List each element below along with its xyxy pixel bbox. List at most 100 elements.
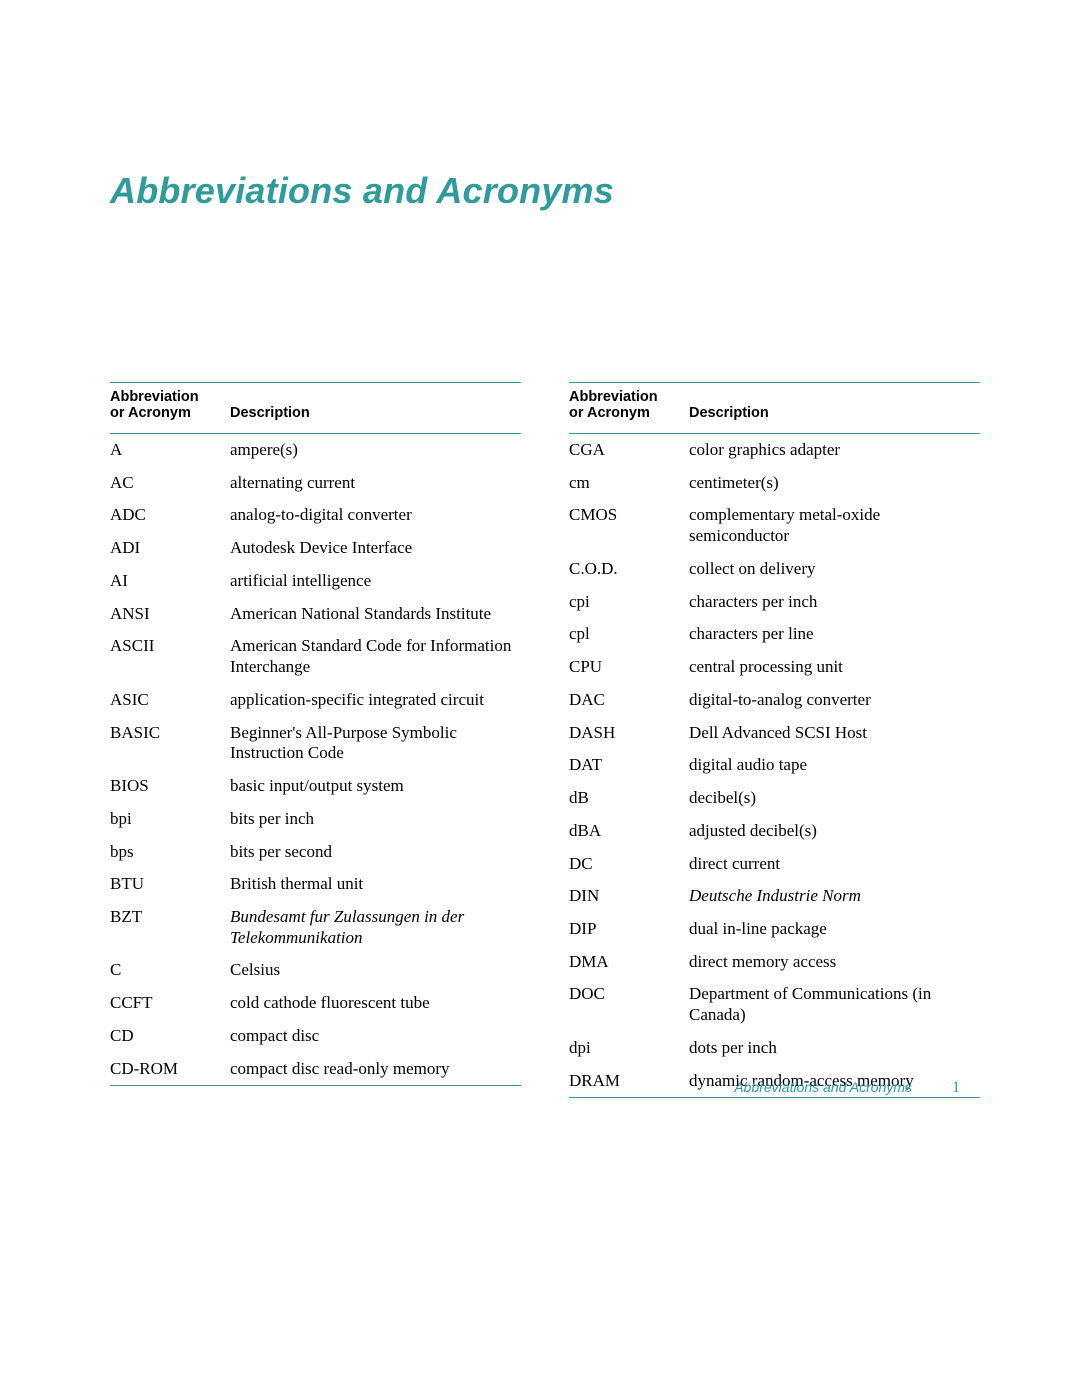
footer-section-label: Abbreviations and Acronyms (734, 1079, 912, 1095)
footer-page-number: 1 (952, 1079, 960, 1097)
desc-cell: color graphics adapter (689, 434, 980, 467)
abbr-cell: AI (110, 565, 230, 598)
table-row: CDcompact disc (110, 1020, 521, 1053)
abbr-cell: BZT (110, 901, 230, 954)
col-header-abbr: Abbreviation or Acronym (569, 383, 689, 434)
table-row: dpidots per inch (569, 1032, 980, 1065)
abbr-cell: dBA (569, 815, 689, 848)
table-row: DATdigital audio tape (569, 749, 980, 782)
abbr-cell: CGA (569, 434, 689, 467)
table-row: cpicharacters per inch (569, 586, 980, 619)
table-row: CCelsius (110, 954, 521, 987)
abbr-cell: cm (569, 467, 689, 500)
desc-cell: artificial intelligence (230, 565, 521, 598)
page-title: Abbreviations and Acronyms (110, 170, 980, 212)
table-row: bpsbits per second (110, 836, 521, 869)
table-row: CGAcolor graphics adapter (569, 434, 980, 467)
table-row: BZTBundesamt fur Zulassungen in der Tele… (110, 901, 521, 954)
desc-cell: Dell Advanced SCSI Host (689, 717, 980, 750)
table-row: DCdirect current (569, 848, 980, 881)
desc-cell: analog-to-digital converter (230, 499, 521, 532)
desc-cell: Bundesamt fur Zulassungen in der Telekom… (230, 901, 521, 954)
desc-cell: characters per line (689, 618, 980, 651)
col-header-desc: Description (230, 383, 521, 434)
table-row: BTUBritish thermal unit (110, 868, 521, 901)
desc-cell: collect on delivery (689, 553, 980, 586)
abbr-cell: ANSI (110, 598, 230, 631)
abbr-cell: DMA (569, 946, 689, 979)
desc-cell: bits per second (230, 836, 521, 869)
table-bottom-rule (569, 1097, 980, 1098)
header-abbr-line1: Abbreviation (110, 389, 199, 405)
abbr-cell: ASIC (110, 684, 230, 717)
abbr-cell: DASH (569, 717, 689, 750)
table-row: DINDeutsche Industrie Norm (569, 880, 980, 913)
page-footer: Abbreviations and Acronyms 1 (734, 1079, 960, 1097)
desc-cell: cold cathode fluorescent tube (230, 987, 521, 1020)
table-row: BIOSbasic input/output system (110, 770, 521, 803)
desc-cell: centimeter(s) (689, 467, 980, 500)
abbr-cell: DRAM (569, 1065, 689, 1098)
desc-cell: decibel(s) (689, 782, 980, 815)
abbrev-table-left: Abbreviation or Acronym Description Aamp… (110, 382, 521, 1086)
table-row: dBdecibel(s) (569, 782, 980, 815)
desc-cell: basic input/output system (230, 770, 521, 803)
abbr-cell: bps (110, 836, 230, 869)
desc-cell: Deutsche Industrie Norm (689, 880, 980, 913)
left-column: Abbreviation or Acronym Description Aamp… (110, 382, 521, 1098)
table-row: CPUcentral processing unit (569, 651, 980, 684)
desc-cell: alternating current (230, 467, 521, 500)
document-page: Abbreviations and Acronyms Abbreviation … (0, 0, 1080, 1397)
desc-cell: application-specific integrated circuit (230, 684, 521, 717)
desc-cell: American National Standards Institute (230, 598, 521, 631)
abbr-cell: ADC (110, 499, 230, 532)
abbr-cell: ASCII (110, 630, 230, 683)
table-row: ANSIAmerican National Standards Institut… (110, 598, 521, 631)
abbr-cell: dpi (569, 1032, 689, 1065)
desc-cell: digital audio tape (689, 749, 980, 782)
abbr-cell: CD (110, 1020, 230, 1053)
table-row: bpibits per inch (110, 803, 521, 836)
table-row: Aampere(s) (110, 434, 521, 467)
abbr-cell: A (110, 434, 230, 467)
abbr-cell: dB (569, 782, 689, 815)
desc-cell: British thermal unit (230, 868, 521, 901)
table-row: ACalternating current (110, 467, 521, 500)
desc-cell: Department of Communications (in Canada) (689, 978, 980, 1031)
table-row: DIPdual in-line package (569, 913, 980, 946)
table-row: ASCIIAmerican Standard Code for Informat… (110, 630, 521, 683)
table-row: CMOScomplementary metal-oxide semiconduc… (569, 499, 980, 552)
desc-cell: ampere(s) (230, 434, 521, 467)
abbr-cell: DOC (569, 978, 689, 1031)
abbr-cell: BTU (110, 868, 230, 901)
desc-cell: direct current (689, 848, 980, 881)
table-row: dBAadjusted decibel(s) (569, 815, 980, 848)
abbr-cell: bpi (110, 803, 230, 836)
abbr-cell: CCFT (110, 987, 230, 1020)
two-column-layout: Abbreviation or Acronym Description Aamp… (110, 382, 980, 1098)
abbr-cell: AC (110, 467, 230, 500)
table-row: DASHDell Advanced SCSI Host (569, 717, 980, 750)
table-row: ADIAutodesk Device Interface (110, 532, 521, 565)
abbr-cell: DAC (569, 684, 689, 717)
table-row: BASICBeginner's All-Purpose Symbolic Ins… (110, 717, 521, 770)
abbr-cell: cpi (569, 586, 689, 619)
abbr-cell: BASIC (110, 717, 230, 770)
table-row: AIartificial intelligence (110, 565, 521, 598)
desc-cell: central processing unit (689, 651, 980, 684)
desc-cell: compact disc (230, 1020, 521, 1053)
header-abbr-line2: or Acronym (110, 405, 191, 421)
table-bottom-rule (110, 1085, 521, 1086)
desc-cell: digital-to-analog converter (689, 684, 980, 717)
abbr-cell: ADI (110, 532, 230, 565)
table-row: DMAdirect memory access (569, 946, 980, 979)
desc-cell: complementary metal-oxide semiconductor (689, 499, 980, 552)
desc-cell: dual in-line package (689, 913, 980, 946)
abbr-cell: DIN (569, 880, 689, 913)
abbr-cell: C.O.D. (569, 553, 689, 586)
desc-cell: Autodesk Device Interface (230, 532, 521, 565)
col-header-abbr: Abbreviation or Acronym (110, 383, 230, 434)
abbr-cell: BIOS (110, 770, 230, 803)
abbr-cell: DC (569, 848, 689, 881)
abbr-cell: cpl (569, 618, 689, 651)
